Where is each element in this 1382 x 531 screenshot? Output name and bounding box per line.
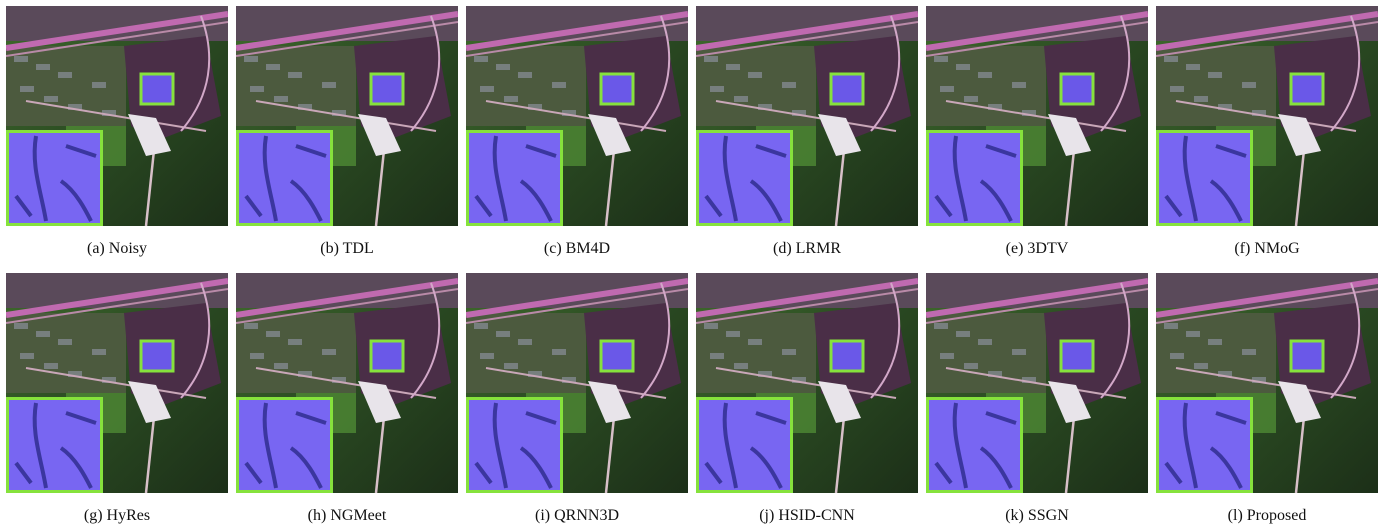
scene — [6, 273, 228, 493]
scene — [926, 273, 1148, 493]
image — [6, 273, 228, 493]
caption: (g) HyRes — [6, 507, 228, 525]
caption: (i) QRNN3D — [466, 507, 688, 525]
caption: (e) 3DTV — [926, 240, 1148, 258]
scene — [466, 6, 688, 226]
panel: (j) HSID-CNN — [696, 273, 918, 525]
caption: (f) NMoG — [1156, 240, 1378, 258]
panel: (g) HyRes — [6, 273, 228, 525]
image — [926, 273, 1148, 493]
panel: (l) Proposed — [1156, 273, 1378, 525]
scene — [6, 6, 228, 226]
caption: (a) Noisy — [6, 240, 228, 258]
image — [466, 6, 688, 226]
image — [696, 273, 918, 493]
caption: (d) LRMR — [696, 240, 918, 258]
panel: (b) TDL — [236, 6, 458, 258]
image — [236, 6, 458, 226]
caption: (b) TDL — [236, 240, 458, 258]
caption: (k) SSGN — [926, 507, 1148, 525]
image — [236, 273, 458, 493]
caption: (h) NGMeet — [236, 507, 458, 525]
scene — [236, 273, 458, 493]
scene — [466, 273, 688, 493]
scene — [696, 273, 918, 493]
image — [466, 273, 688, 493]
scene — [926, 6, 1148, 226]
scene — [236, 6, 458, 226]
panel: (i) QRNN3D — [466, 273, 688, 525]
panel: (d) LRMR — [696, 6, 918, 258]
scene — [696, 6, 918, 226]
panel: (h) NGMeet — [236, 273, 458, 525]
panel: (f) NMoG — [1156, 6, 1378, 258]
caption: (c) BM4D — [466, 240, 688, 258]
image — [696, 6, 918, 226]
image — [6, 6, 228, 226]
panel: (e) 3DTV — [926, 6, 1148, 258]
image — [1156, 273, 1378, 493]
panel: (k) SSGN — [926, 273, 1148, 525]
caption: (j) HSID-CNN — [696, 507, 918, 525]
scene — [1156, 6, 1378, 226]
panel: (c) BM4D — [466, 6, 688, 258]
image — [926, 6, 1148, 226]
caption: (l) Proposed — [1156, 507, 1378, 525]
image — [1156, 6, 1378, 226]
scene — [1156, 273, 1378, 493]
figure: (a) Noisy (b) TDL (c) BM4D (d) LRMR (e) 3DTV… — [0, 0, 1382, 531]
panel: (a) Noisy — [6, 6, 228, 258]
